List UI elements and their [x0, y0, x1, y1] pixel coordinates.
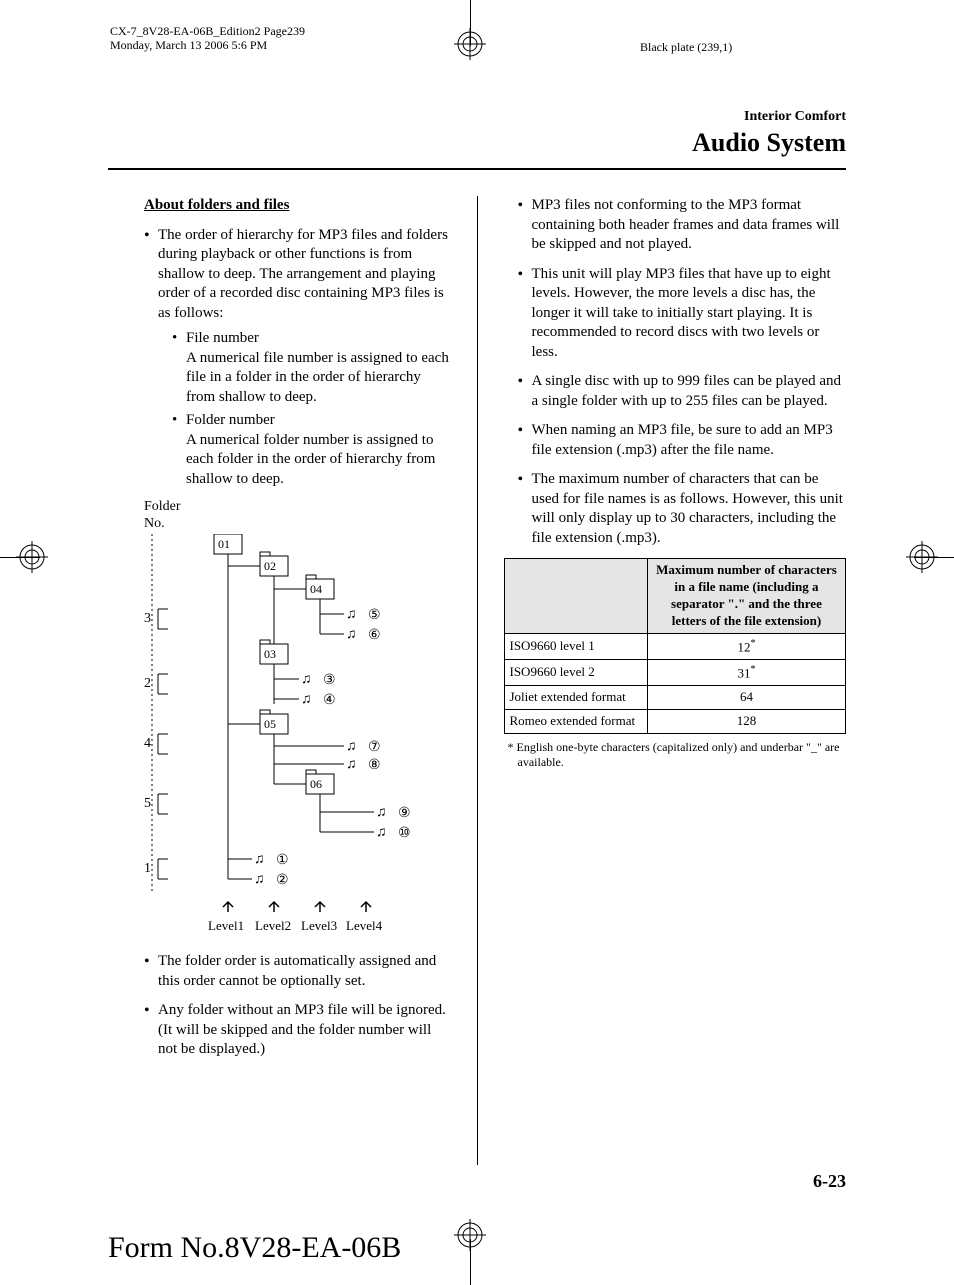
svg-text:⑨: ⑨ [398, 806, 411, 821]
svg-text:④: ④ [323, 693, 336, 708]
svg-text:4: 4 [144, 736, 151, 751]
diagram-label-folder: Folder [144, 499, 451, 514]
svg-text:01: 01 [218, 537, 230, 551]
table-row: Romeo extended format 128 [504, 709, 846, 733]
char-limit-table: Maximum number of characters in a file n… [504, 558, 847, 734]
bullet-folder-order: The folder order is automatically assign… [144, 952, 451, 991]
svg-text:⑤: ⑤ [368, 608, 381, 623]
right-column: MP3 files not conforming to the MP3 form… [504, 196, 847, 1165]
doc-id-line2: Monday, March 13 2006 5:6 PM [110, 38, 305, 52]
table-header-max: Maximum number of characters in a file n… [647, 559, 845, 634]
folder-diagram-svg: 3 2 4 5 1 01 [144, 534, 454, 934]
svg-text:①: ① [276, 853, 289, 868]
svg-text:♫: ♫ [346, 739, 357, 754]
column-divider [477, 196, 478, 1165]
doc-id-block: CX-7_8V28-EA-06B_Edition2 Page239 Monday… [110, 24, 305, 53]
sub-folder-number: Folder number A numerical folder number … [172, 411, 451, 489]
svg-text:♫: ♫ [346, 607, 357, 622]
table-cell-value: 128 [647, 709, 845, 733]
bullet-file-count: A single disc with up to 999 files can b… [518, 372, 847, 411]
svg-text:03: 03 [264, 647, 276, 661]
table-row: ISO9660 level 1 12* [504, 633, 846, 659]
svg-text:⑧: ⑧ [368, 758, 381, 773]
table-cell-label: ISO9660 level 1 [504, 633, 647, 659]
svg-text:06: 06 [310, 777, 322, 791]
svg-text:⑦: ⑦ [368, 740, 381, 755]
svg-text:②: ② [276, 873, 289, 888]
header-rule [108, 168, 846, 170]
svg-text:♫: ♫ [376, 825, 387, 840]
table-header-blank [504, 559, 647, 634]
bullet-nonconforming: MP3 files not conforming to the MP3 form… [518, 196, 847, 255]
svg-text:02: 02 [264, 559, 276, 573]
table-cell-label: Joliet extended format [504, 686, 647, 710]
bullet-levels: This unit will play MP3 files that have … [518, 265, 847, 363]
folder-diagram: Folder No. 3 2 4 5 1 [144, 499, 451, 940]
svg-text:♫: ♫ [301, 672, 312, 687]
svg-text:♫: ♫ [346, 757, 357, 772]
section-large: Audio System [692, 126, 846, 160]
table-cell-label: Romeo extended format [504, 709, 647, 733]
svg-text:⑥: ⑥ [368, 628, 381, 643]
registration-target-left [16, 541, 48, 580]
sub-file-number: File number A numerical file number is a… [172, 329, 451, 407]
svg-text:2: 2 [144, 676, 151, 691]
black-plate-label: Black plate (239,1) [640, 40, 732, 56]
table-footnote: * English one-byte characters (capitaliz… [504, 740, 847, 771]
table-cell-value: 31* [647, 659, 845, 685]
svg-text:♫: ♫ [376, 805, 387, 820]
content-area: About folders and files The order of hie… [108, 196, 846, 1165]
svg-text:05: 05 [264, 717, 276, 731]
table-cell-value: 64 [647, 686, 845, 710]
svg-text:Level1: Level1 [208, 918, 244, 933]
bullet-hierarchy-intro: The order of hierarchy for MP3 files and… [144, 226, 451, 490]
table-row: ISO9660 level 2 31* [504, 659, 846, 685]
doc-id-line1: CX-7_8V28-EA-06B_Edition2 Page239 [110, 24, 305, 38]
table-row: Joliet extended format 64 [504, 686, 846, 710]
left-column: About folders and files The order of hie… [108, 196, 451, 1165]
svg-text:♫: ♫ [254, 872, 265, 887]
diagram-label-no: No. [144, 516, 451, 531]
svg-text:04: 04 [310, 582, 322, 596]
svg-text:Level2: Level2 [255, 918, 291, 933]
page-number: 6-23 [813, 1170, 846, 1193]
bullet-extension: When naming an MP3 file, be sure to add … [518, 421, 847, 460]
form-number: Form No.8V28-EA-06B [108, 1228, 401, 1267]
table-cell-value: 12* [647, 633, 845, 659]
subhead: About folders and files [144, 196, 451, 216]
registration-target-right [906, 541, 938, 580]
page-header: Interior Comfort Audio System [692, 108, 846, 160]
section-small: Interior Comfort [692, 108, 846, 126]
svg-text:⑩: ⑩ [398, 826, 411, 841]
svg-text:Level4: Level4 [346, 918, 383, 933]
registration-target-bottom [454, 1219, 486, 1258]
svg-text:3: 3 [144, 611, 151, 626]
svg-text:♫: ♫ [301, 692, 312, 707]
svg-text:Level3: Level3 [301, 918, 337, 933]
registration-target-top [454, 28, 486, 67]
svg-text:5: 5 [144, 796, 151, 811]
svg-text:♫: ♫ [254, 852, 265, 867]
svg-text:③: ③ [323, 673, 336, 688]
svg-text:1: 1 [144, 861, 151, 876]
bullet-empty-folder: Any folder without an MP3 file will be i… [144, 1001, 451, 1060]
table-cell-label: ISO9660 level 2 [504, 659, 647, 685]
svg-text:♫: ♫ [346, 627, 357, 642]
bullet-max-chars: The maximum number of characters that ca… [518, 470, 847, 548]
